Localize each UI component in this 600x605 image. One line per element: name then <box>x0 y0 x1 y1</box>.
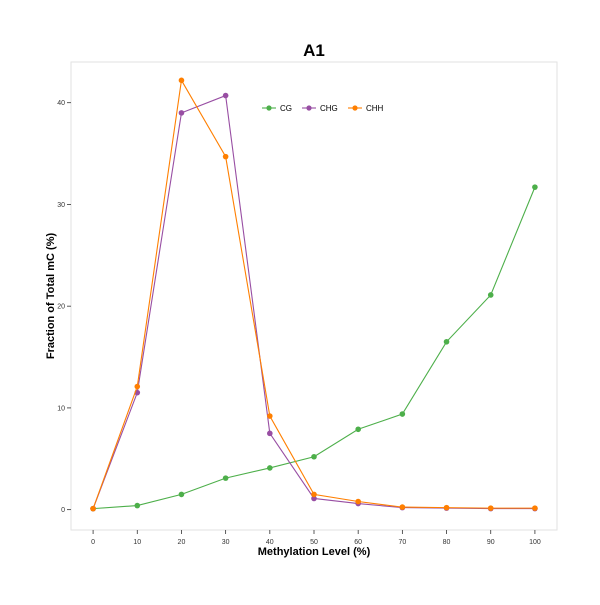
data-point-cg <box>487 292 494 298</box>
data-point-chg <box>178 110 185 116</box>
legend-marker-chg <box>306 105 312 111</box>
x-tick-label: 80 <box>443 539 451 546</box>
legend-label-chh: CHH <box>366 104 384 113</box>
series-line-chh <box>92 78 535 509</box>
y-tick-label: 10 <box>57 405 65 412</box>
data-point-cg <box>355 426 361 433</box>
legend-label-cg: CG <box>280 104 292 113</box>
x-tick-label: 60 <box>354 539 362 546</box>
plot-area: 0 10 20 30 40 50 60 70 80 90 100 0 10 20 30 40 CG CHG CHH <box>57 61 558 546</box>
data-point-cg <box>532 184 538 190</box>
legend-marker-chh <box>352 105 358 111</box>
x-tick-label: 50 <box>310 539 318 546</box>
data-point-chh <box>355 498 361 505</box>
data-point-chh <box>311 491 317 498</box>
data-point-cg <box>134 502 141 509</box>
plot-panel-border <box>70 61 558 531</box>
data-point-chh <box>399 504 406 510</box>
x-tick-label: 10 <box>133 539 141 546</box>
data-point-chg <box>222 92 229 99</box>
data-point-chh <box>487 505 494 511</box>
data-point-cg <box>222 475 229 481</box>
y-axis-label: Fraction of Total mC (%) <box>45 233 57 360</box>
x-tick-label: 100 <box>529 539 541 546</box>
x-tick-label: 70 <box>398 539 406 546</box>
data-point-chh <box>222 153 229 160</box>
data-point-chh <box>532 505 538 511</box>
y-tick-label: 30 <box>57 202 65 209</box>
x-axis-label: Methylation Level (%) <box>258 546 371 558</box>
legend-marker-cg <box>266 105 272 111</box>
series-line-chg <box>92 94 535 510</box>
x-tick-label: 20 <box>178 539 186 546</box>
data-point-chh <box>178 77 185 84</box>
y-tick-label: 20 <box>57 304 65 311</box>
data-point-chg <box>311 495 317 502</box>
y-tick-label: 0 <box>61 507 65 514</box>
legend-label-chg: CHG <box>320 104 338 113</box>
data-point-chh <box>90 505 96 512</box>
data-point-chh <box>134 383 141 390</box>
data-point-cg <box>267 465 273 471</box>
x-tick-label: 0 <box>91 539 95 546</box>
y-tick-label: 40 <box>57 100 65 107</box>
data-point-cg <box>178 491 185 498</box>
data-point-chh <box>267 413 273 419</box>
chart-title: A1 <box>303 41 325 60</box>
x-tick-label: 40 <box>266 539 274 546</box>
x-tick-label: 90 <box>487 539 495 546</box>
data-point-cg <box>311 453 317 460</box>
data-point-cg <box>399 411 406 417</box>
data-point-chg <box>267 430 273 437</box>
x-tick-label: 30 <box>222 539 230 546</box>
data-point-cg <box>443 338 450 345</box>
data-point-chh <box>443 504 450 511</box>
